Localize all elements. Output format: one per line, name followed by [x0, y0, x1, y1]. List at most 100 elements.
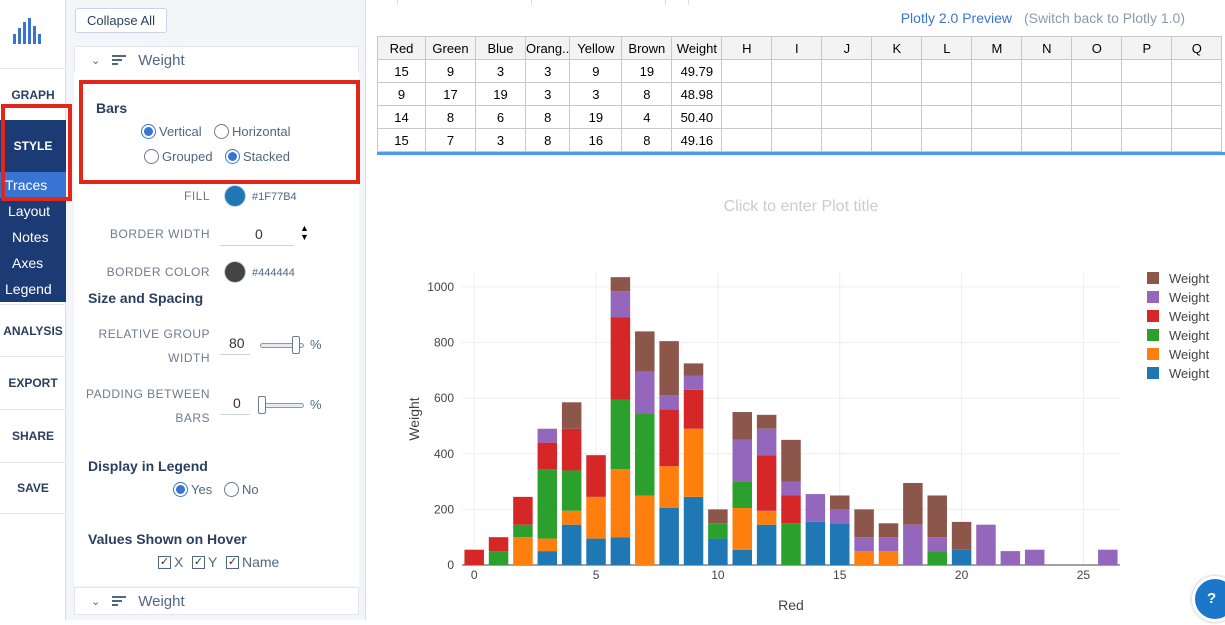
collapse-all-button[interactable]: Collapse All: [75, 8, 167, 33]
grid-column-header[interactable]: M: [971, 36, 1023, 60]
grid-cell[interactable]: 8: [425, 105, 476, 129]
hover-y-checkbox[interactable]: ✓ Y: [192, 554, 217, 570]
grid-cell[interactable]: [921, 128, 973, 152]
grid-cell[interactable]: [821, 59, 873, 83]
grid-cell[interactable]: [1121, 105, 1173, 129]
nav-style[interactable]: STYLE: [0, 120, 66, 172]
grid-column-header[interactable]: H: [721, 36, 773, 60]
grid-cell[interactable]: [971, 105, 1023, 129]
grid-cell[interactable]: 9: [377, 82, 426, 106]
nav-save[interactable]: SAVE: [0, 462, 66, 514]
nav-export[interactable]: EXPORT: [0, 356, 66, 408]
grid-cell[interactable]: 4: [621, 105, 673, 129]
grid-column-header[interactable]: K: [871, 36, 923, 60]
grid-cell[interactable]: [921, 82, 973, 106]
grid-column-header[interactable]: Blue: [475, 36, 526, 60]
plotly-logo-icon[interactable]: [12, 18, 42, 44]
hover-x-checkbox[interactable]: ✓ X: [158, 554, 183, 570]
subnav-traces[interactable]: Traces: [0, 172, 66, 198]
grid-cell[interactable]: [771, 128, 823, 152]
grid-cell[interactable]: 3: [524, 82, 571, 106]
nav-analysis[interactable]: ANALYSIS: [0, 304, 66, 356]
grid-column-header[interactable]: Red: [377, 36, 426, 60]
grid-cell[interactable]: 19: [569, 105, 623, 129]
grid-column-header[interactable]: O: [1071, 36, 1123, 60]
grid-cell[interactable]: 9: [425, 59, 476, 83]
grid-cell[interactable]: [1021, 105, 1073, 129]
grid-cell[interactable]: 50.40: [671, 105, 723, 129]
grid-cell[interactable]: [1121, 59, 1173, 83]
grid-cell[interactable]: 48.98: [671, 82, 723, 106]
grid-column-header[interactable]: Brown: [621, 36, 673, 60]
grid-cell[interactable]: [1021, 82, 1073, 106]
grid-cell[interactable]: [1021, 128, 1073, 152]
tab-fragment[interactable]: [397, 0, 532, 5]
grid-cell[interactable]: [871, 105, 923, 129]
subnav-layout[interactable]: Layout: [8, 203, 51, 219]
radio-legend-yes[interactable]: Yes: [173, 482, 212, 497]
nav-share[interactable]: SHARE: [0, 409, 66, 461]
grid-cell[interactable]: 49.16: [671, 128, 723, 152]
subnav-axes[interactable]: Axes: [12, 255, 44, 271]
plotly-preview-link[interactable]: Plotly 2.0 Preview: [900, 10, 1012, 26]
subnav-legend[interactable]: Legend: [5, 281, 52, 297]
switch-back-link[interactable]: (Switch back to Plotly 1.0): [1023, 10, 1185, 26]
grid-cell[interactable]: [721, 59, 773, 83]
grid-cell[interactable]: [721, 82, 773, 106]
grid-cell[interactable]: [1021, 59, 1073, 83]
grid-column-header[interactable]: L: [921, 36, 973, 60]
grid-divider[interactable]: [377, 152, 1225, 155]
grid-cell[interactable]: 8: [621, 128, 673, 152]
grid-cell[interactable]: 15: [377, 128, 426, 152]
grid-cell[interactable]: [871, 128, 923, 152]
plot-title-placeholder[interactable]: Click to enter Plot title: [723, 198, 879, 215]
grid-column-header[interactable]: I: [771, 36, 823, 60]
grid-cell[interactable]: [971, 82, 1023, 106]
grid-column-header[interactable]: N: [1021, 36, 1073, 60]
grid-cell[interactable]: 3: [569, 82, 623, 106]
grid-cell[interactable]: [1171, 128, 1223, 152]
grid-cell[interactable]: [1071, 59, 1123, 83]
grid-cell[interactable]: [1121, 82, 1173, 106]
grid-cell[interactable]: 7: [425, 128, 476, 152]
grid-cell[interactable]: [971, 128, 1023, 152]
grid-cell[interactable]: [771, 105, 823, 129]
grid-cell[interactable]: [1171, 59, 1223, 83]
rel-group-slider-handle[interactable]: [292, 336, 300, 354]
border-color-swatch[interactable]: [224, 261, 246, 283]
grid-cell[interactable]: 8: [524, 105, 571, 129]
subnav-notes[interactable]: Notes: [12, 229, 49, 245]
grid-cell[interactable]: 16: [569, 128, 623, 152]
grid-cell[interactable]: [1071, 105, 1123, 129]
grid-cell[interactable]: 15: [377, 59, 426, 83]
grid-column-header[interactable]: Q: [1171, 36, 1223, 60]
tab-fragment-2[interactable]: [665, 0, 689, 5]
grid-cell[interactable]: 9: [569, 59, 623, 83]
padding-slider-handle[interactable]: [258, 396, 266, 414]
radio-stacked[interactable]: Stacked: [225, 149, 290, 164]
grid-cell[interactable]: [1171, 105, 1223, 129]
grid-cell[interactable]: [821, 105, 873, 129]
grid-column-header[interactable]: Green: [425, 36, 476, 60]
radio-horizontal[interactable]: Horizontal: [214, 124, 291, 139]
grid-cell[interactable]: [1121, 128, 1173, 152]
grid-cell[interactable]: 3: [475, 128, 526, 152]
grid-cell[interactable]: [1071, 128, 1123, 152]
grid-cell[interactable]: [721, 128, 773, 152]
grid-cell[interactable]: [1071, 82, 1123, 106]
spinner-arrows-icon[interactable]: ▲ ▼: [300, 223, 309, 242]
grid-cell[interactable]: 3: [475, 59, 526, 83]
radio-legend-no[interactable]: No: [224, 482, 259, 497]
grid-column-header[interactable]: Yellow: [569, 36, 623, 60]
grid-cell[interactable]: [821, 82, 873, 106]
radio-grouped[interactable]: Grouped: [144, 149, 213, 164]
trace-section-header-2[interactable]: ⌄ Weight: [74, 587, 359, 615]
grid-cell[interactable]: 17: [425, 82, 476, 106]
grid-cell[interactable]: [1171, 82, 1223, 106]
radio-vertical[interactable]: Vertical: [141, 124, 202, 139]
grid-cell[interactable]: [871, 59, 923, 83]
rel-group-input[interactable]: 80: [220, 331, 250, 355]
grid-cell[interactable]: 8: [621, 82, 673, 106]
grid-cell[interactable]: [871, 82, 923, 106]
grid-column-header[interactable]: Weight: [671, 36, 723, 60]
